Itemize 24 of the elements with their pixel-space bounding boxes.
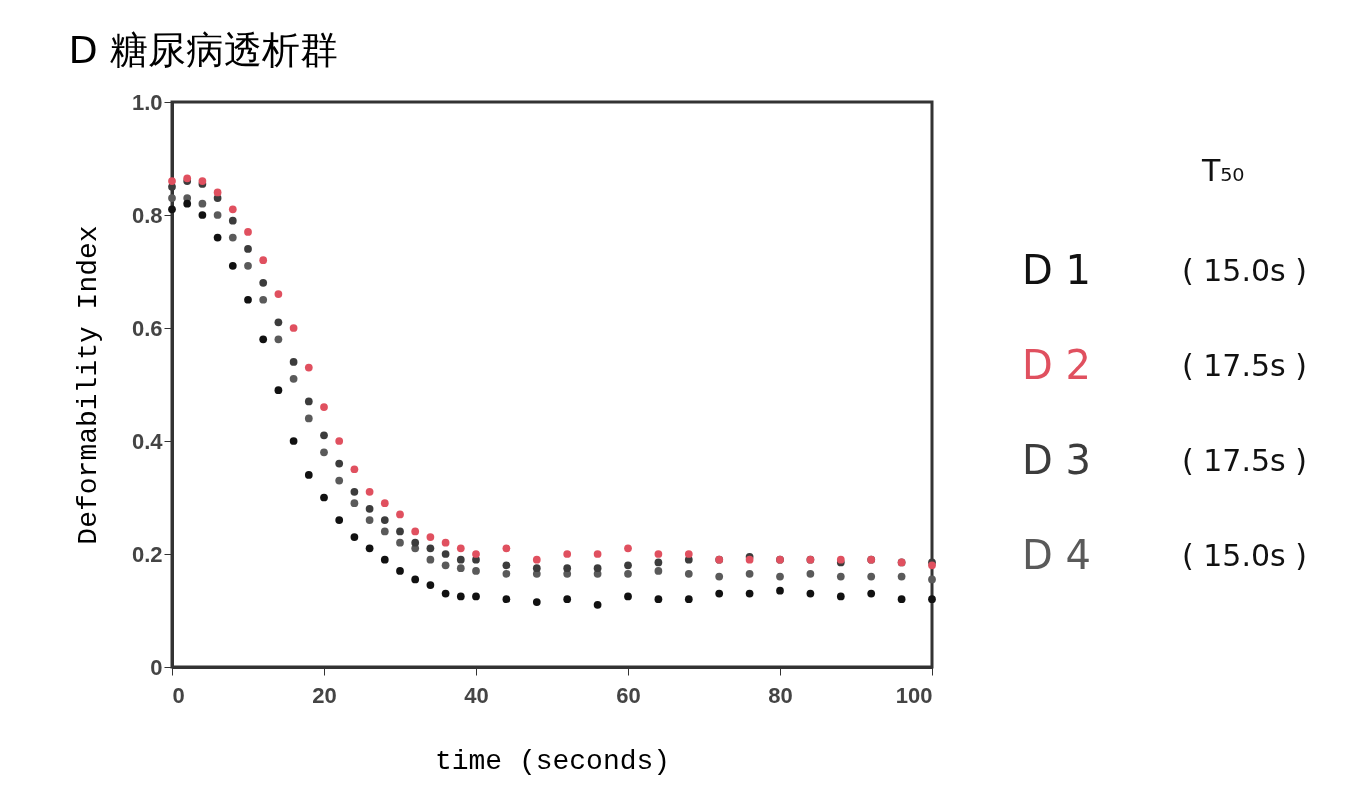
text: D 3 (1022, 437, 1091, 483)
y-tick-label: 0.6 (131, 315, 163, 341)
y-tick-label: 0.4 (131, 428, 164, 454)
legend-title: T₅₀ (1201, 153, 1245, 188)
text: ( 17.5s ) (1182, 348, 1307, 383)
x-tick-label: 100 (895, 682, 933, 708)
y-tick-label: 1.0 (131, 89, 163, 115)
y-tick-label: 0.8 (131, 202, 163, 228)
text: D 4 (1022, 532, 1091, 578)
text: D 2 (1022, 342, 1091, 388)
y-tick-label: 0 (150, 654, 163, 680)
text: ( 15.0s ) (1182, 538, 1307, 573)
y-axis-title: Deformability Index (72, 225, 104, 545)
text: ( 17.5s ) (1182, 443, 1307, 478)
text: ( 15.0s ) (1182, 253, 1307, 288)
x-tick-label: 0 (172, 682, 185, 708)
x-tick-label: 80 (768, 682, 793, 708)
chart-title: D 糖尿病透析群 (68, 28, 338, 72)
x-tick-label: 40 (464, 682, 489, 708)
x-axis-title: time (seconds) (434, 745, 671, 777)
y-tick-label: 0.2 (131, 541, 163, 567)
text: D 1 (1022, 247, 1091, 293)
x-tick-label: 60 (616, 682, 641, 708)
x-tick-label: 20 (312, 682, 337, 708)
